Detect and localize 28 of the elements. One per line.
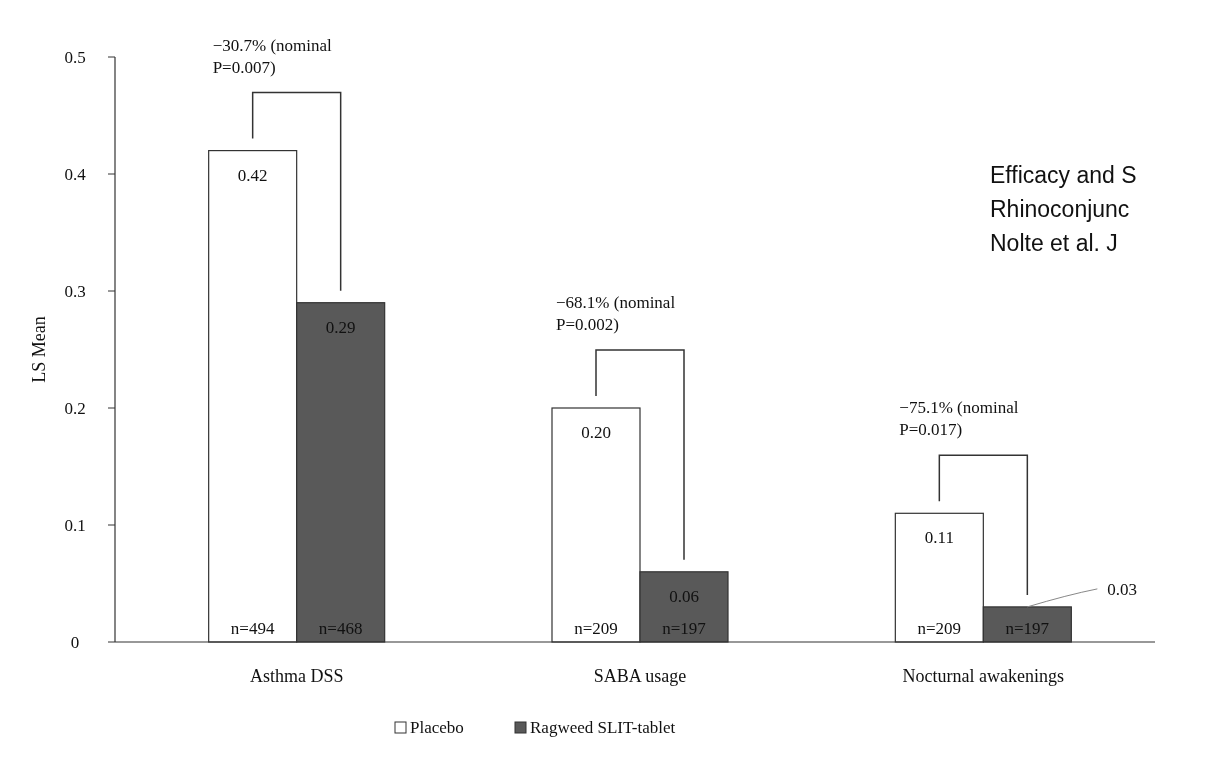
annotation: −30.7% (nominal P=0.007) [212, 35, 333, 77]
data-label: 0.11 [924, 528, 954, 548]
annotation: −68.1% (nominal P=0.002) [556, 293, 676, 334]
annotation: n=209 [574, 619, 618, 638]
y-tick-label: 0.1 [64, 516, 86, 535]
data-label: 0.29 [325, 317, 356, 337]
x-tick-label: Nocturnal awakenings [902, 666, 1065, 686]
x-tick-label: SABA usage [593, 666, 687, 686]
legend-label: Ragweed SLIT-tablet [530, 718, 676, 737]
annotation: Efficacy and S Rhinoconjunc Nolte et al. J [990, 162, 1137, 256]
legend-label: Placebo [410, 718, 464, 737]
data-label: 0.20 [581, 423, 611, 442]
annotation: n=197 [662, 619, 707, 638]
annotation: n=468 [318, 619, 363, 638]
annotation: −75.1% (nominal P=0.017) [899, 398, 1019, 440]
data-label: 0.06 [669, 586, 699, 606]
annotation: n=209 [917, 619, 962, 638]
y-tick-label: 0.2 [64, 399, 86, 418]
y-tick-label: 0.5 [64, 48, 86, 67]
data-label: 0.42 [237, 165, 268, 185]
y-tick-label: 0 [70, 633, 80, 652]
data-label: 0.03 [1107, 579, 1138, 599]
annotation: n=197 [1005, 619, 1050, 638]
annotation: n=494 [230, 619, 275, 638]
y-tick-label: 0.3 [64, 282, 86, 301]
y-axis-title: LS Mean [29, 316, 49, 383]
y-tick-label: 0.4 [64, 165, 87, 184]
x-tick-label: Asthma DSS [249, 666, 344, 686]
